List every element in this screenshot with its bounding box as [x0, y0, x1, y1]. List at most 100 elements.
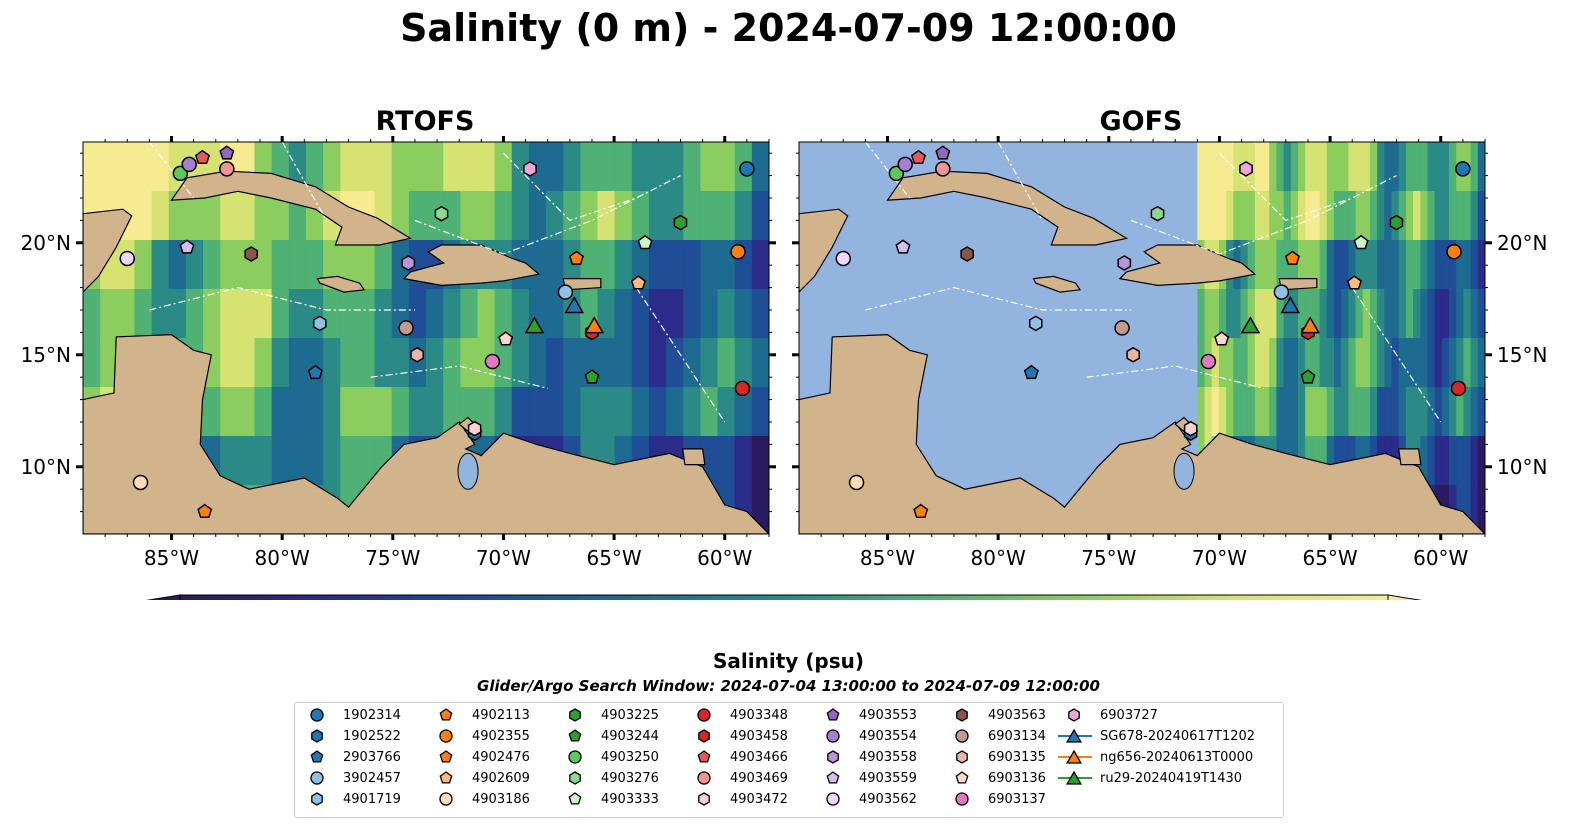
salinity-cell [1218, 191, 1227, 241]
search-window-text: Glider/Argo Search Window: 2024-07-04 13… [477, 677, 1100, 695]
salinity-cell [1398, 191, 1407, 241]
salinity-cell [288, 142, 307, 192]
salinity-cell [546, 142, 564, 192]
salinity-cell [117, 289, 136, 339]
salinity-cell [1333, 289, 1342, 339]
salinity-cell [1262, 338, 1270, 388]
x-tick-label: 60°W [1413, 546, 1468, 570]
salinity-cell [1326, 142, 1335, 192]
salinity-cell [1269, 387, 1278, 437]
x-tick-label: 80°W [971, 546, 1026, 570]
float-marker-6903727 [523, 161, 537, 177]
salinity-cell [288, 387, 307, 437]
salinity-cell [683, 240, 701, 290]
salinity-cell [426, 142, 444, 192]
legend: 1902314 1902522 2903766 3902457 4901719 49021… [294, 702, 1284, 818]
salinity-cell [83, 338, 101, 388]
salinity-cell [1233, 142, 1242, 192]
salinity-cell [1384, 240, 1393, 290]
salinity-cell [460, 191, 479, 241]
salinity-cell [1312, 289, 1321, 339]
legend-marker [697, 708, 711, 722]
salinity-cell [717, 387, 736, 437]
colorbar-bar [179, 594, 1389, 600]
legend-marker [568, 792, 582, 805]
salinity-cell [426, 387, 444, 437]
salinity-cell [1362, 142, 1371, 192]
salinity-cell [1290, 142, 1299, 192]
salinity-cell [1434, 387, 1443, 437]
float-marker-4903186 [848, 474, 865, 491]
salinity-cell [1413, 142, 1421, 192]
salinity-cell [305, 338, 324, 388]
salinity-cell [1211, 191, 1220, 241]
boundary-line [1219, 152, 1353, 222]
salinity-cell [134, 240, 153, 290]
salinity-cell [580, 387, 599, 437]
float-marker-4902476 [568, 250, 584, 265]
salinity-cell [666, 387, 684, 437]
float-marker-4903333 [637, 234, 653, 250]
salinity-cell [700, 191, 719, 241]
salinity-cell [1463, 436, 1472, 486]
salinity-cell [597, 240, 616, 290]
salinity-cell [1305, 142, 1313, 192]
salinity-cell [528, 387, 547, 437]
salinity-cell [254, 289, 273, 339]
salinity-cell [426, 289, 444, 339]
salinity-cell [1355, 289, 1364, 339]
legend-marker [698, 729, 710, 743]
float-marker-4903559 [179, 239, 195, 254]
legend-entry-4903466: 4903466 [686, 747, 788, 767]
salinity-cell [1427, 191, 1436, 241]
colorbar-label: Salinity (psu) [712, 649, 864, 673]
float-marker-4903225 [1389, 214, 1404, 231]
salinity-cell [511, 191, 530, 241]
boundary-line [414, 175, 681, 255]
legend-entry-1902522: 1902522 [299, 726, 401, 746]
salinity-cell [1226, 338, 1234, 388]
float-marker-4903472 [467, 420, 482, 437]
glider-marker-ru29-20240419T1430 [524, 316, 545, 334]
salinity-cell [1341, 338, 1349, 388]
salinity-cell [1456, 485, 1465, 534]
salinity-cell [1477, 191, 1485, 241]
salinity-cell [734, 387, 753, 437]
legend-marker [310, 708, 324, 722]
salinity-cell [340, 240, 358, 290]
salinity-cell [1269, 240, 1278, 290]
salinity-cell [1305, 191, 1313, 241]
float-marker-4902609 [630, 275, 646, 290]
salinity-cell [357, 436, 376, 486]
salinity-cell [1413, 191, 1421, 241]
salinity-cell [1240, 191, 1249, 241]
legend-entry-4901719: 4901719 [299, 789, 401, 809]
salinity-cell [305, 387, 324, 437]
salinity-cell [254, 191, 273, 241]
salinity-cell [1420, 191, 1429, 241]
salinity-cell [1226, 387, 1234, 437]
salinity-cell [683, 191, 701, 241]
salinity-cell [1276, 338, 1285, 388]
legend-label: 4903333 [601, 791, 659, 807]
salinity-cell [546, 338, 564, 388]
salinity-cell [1290, 387, 1299, 437]
salinity-cell [1276, 289, 1285, 339]
legend-marker [826, 771, 840, 784]
salinity-cell [1341, 289, 1349, 339]
x-tick-label: 85°W [144, 546, 199, 570]
float-marker-4903562 [119, 250, 136, 267]
boundary-line [281, 142, 327, 221]
salinity-cell [220, 191, 238, 241]
salinity-cell [220, 338, 238, 388]
salinity-cell [254, 387, 273, 437]
salinity-cell [1470, 191, 1479, 241]
salinity-cell [443, 191, 461, 241]
salinity-cell [580, 240, 599, 290]
float-marker-4902113 [197, 503, 213, 519]
salinity-cell [717, 338, 736, 388]
salinity-cell [528, 338, 547, 388]
salinity-cell [494, 387, 513, 437]
salinity-cell [751, 191, 769, 241]
legend-label: 4902609 [472, 770, 530, 786]
